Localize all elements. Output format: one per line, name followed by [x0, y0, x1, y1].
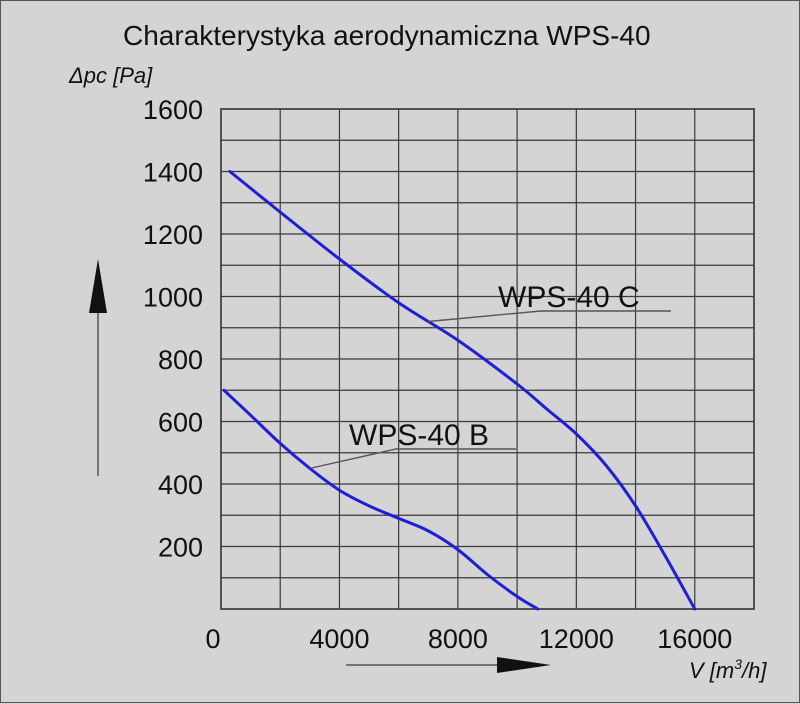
y-tick-label: 1600: [143, 95, 203, 125]
y-tick-label: 1000: [143, 283, 203, 313]
x-axis-label-prefix: V [m: [689, 658, 734, 683]
y-tick-label: 200: [158, 533, 203, 563]
y-tick-label: 600: [158, 408, 203, 438]
grid-layer: [221, 109, 754, 609]
series-label: WPS-40 B: [349, 419, 489, 452]
x-tick-label: 0: [205, 624, 220, 654]
x-tick-label: 16000: [657, 624, 732, 654]
y-tick-label: 400: [158, 470, 203, 500]
x-axis-label-suffix: /h]: [740, 658, 767, 683]
x-tick-label: 4000: [309, 624, 369, 654]
y-tick-label: 1400: [143, 158, 203, 188]
x-tick-label: 8000: [428, 624, 488, 654]
series-label: WPS-40 C: [498, 281, 640, 314]
y-tick-label: 1200: [143, 220, 203, 250]
x-axis-label-sup: 3: [734, 656, 742, 672]
y-axis-label: Δpc [Pa]: [68, 63, 153, 88]
chart-title: Charakterystyka aerodynamiczna WPS-40: [123, 20, 651, 51]
y-direction-arrow: [89, 259, 107, 476]
x-axis-label: V [m3/h]: [689, 656, 767, 683]
y-tick-label: 800: [158, 345, 203, 375]
x-tick-label: 12000: [539, 624, 614, 654]
x-direction-arrow: [346, 657, 551, 673]
